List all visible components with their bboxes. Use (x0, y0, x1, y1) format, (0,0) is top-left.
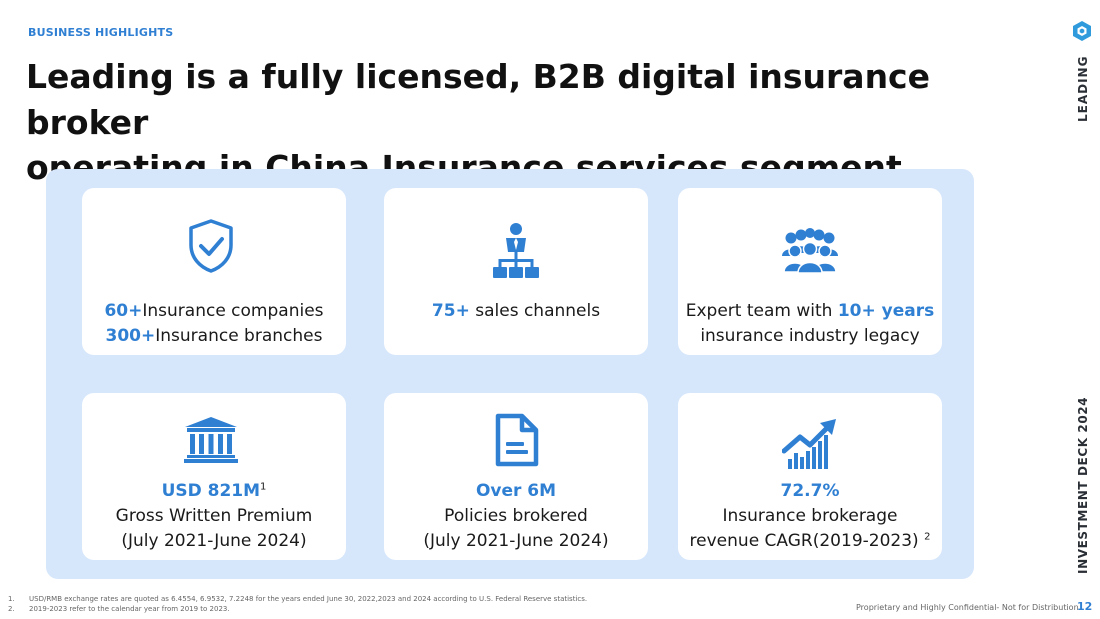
card-text: 72.7% Insurance brokerage revenue CAGR(2… (678, 479, 942, 554)
team-group-icon (782, 228, 838, 274)
branches-count: 300+ (105, 326, 156, 346)
confidential-notice: Proprietary and Highly Confidential- Not… (856, 603, 1079, 612)
shield-check-icon (189, 219, 233, 273)
highlight-card-policies: Over 6M Policies brokered (July 2021-Jun… (384, 393, 648, 560)
channels-count: 75+ (431, 301, 470, 321)
card-text: Expert team with 10+ years insurance ind… (678, 299, 942, 349)
insurers-count: 60+ (104, 301, 143, 321)
sidebar-deck-label: INVESTMENT DECK 2024 (1076, 396, 1090, 574)
footnote-1: 1. USD/RMB exchange rates are quoted as 6… (8, 594, 708, 604)
org-hierarchy-icon (493, 223, 539, 278)
footnote-2: 2. 2019-2023 refer to the calendar year f… (8, 604, 708, 614)
footnote-text: USD/RMB exchange rates are quoted as 6.4… (29, 595, 588, 603)
growth-chart-icon (782, 419, 836, 469)
brand-logo-icon (1073, 21, 1091, 41)
footnote-ref-2: 2 (924, 531, 931, 543)
highlight-card-team: Expert team with 10+ years insurance ind… (678, 188, 942, 355)
footnote-text: 2019-2023 refer to the calendar year fro… (29, 605, 230, 613)
highlight-card-gwp: USD 821M1 Gross Written Premium (July 20… (82, 393, 346, 560)
gwp-period: (July 2021-June 2024) (121, 531, 307, 551)
section-label: BUSINESS HIGHLIGHTS (28, 26, 174, 39)
team-years: 10+ years (837, 301, 935, 321)
cagr-label: Insurance brokerage (722, 506, 898, 526)
branches-label: Insurance branches (155, 326, 323, 346)
channels-label: sales channels (469, 301, 601, 321)
gwp-value: USD 821M (161, 481, 261, 501)
sidebar-brand: LEADING (1076, 55, 1090, 122)
card-text: 60+Insurance companies 300+Insurance bra… (82, 299, 346, 349)
card-text: 75+ sales channels (384, 299, 648, 324)
highlight-card-channels: 75+ sales channels (384, 188, 648, 355)
card-text: USD 821M1 Gross Written Premium (July 20… (82, 479, 346, 554)
title-line-1: Leading is a fully licensed, B2B digital… (26, 57, 931, 142)
cagr-period: revenue CAGR(2019-2023) (689, 531, 919, 551)
document-icon (495, 413, 539, 467)
team-label: Expert team with (685, 301, 838, 321)
footnote-ref-1: 1 (260, 481, 267, 493)
policies-period: (July 2021-June 2024) (423, 531, 609, 551)
cagr-value: 72.7% (780, 481, 840, 501)
insurers-label: Insurance companies (142, 301, 324, 321)
footnotes: 1. USD/RMB exchange rates are quoted as 6… (8, 594, 708, 614)
highlight-card-insurers: 60+Insurance companies 300+Insurance bra… (82, 188, 346, 355)
footnote-number: 1. (8, 595, 15, 603)
team-legacy: insurance industry legacy (700, 326, 920, 346)
highlight-card-cagr: 72.7% Insurance brokerage revenue CAGR(2… (678, 393, 942, 560)
policies-label: Policies brokered (444, 506, 588, 526)
page-number: 12 (1077, 600, 1093, 613)
footnote-number: 2. (8, 605, 15, 613)
gwp-label: Gross Written Premium (115, 506, 313, 526)
policies-value: Over 6M (475, 481, 557, 501)
bank-building-icon (184, 417, 238, 463)
card-text: Over 6M Policies brokered (July 2021-Jun… (384, 479, 648, 554)
